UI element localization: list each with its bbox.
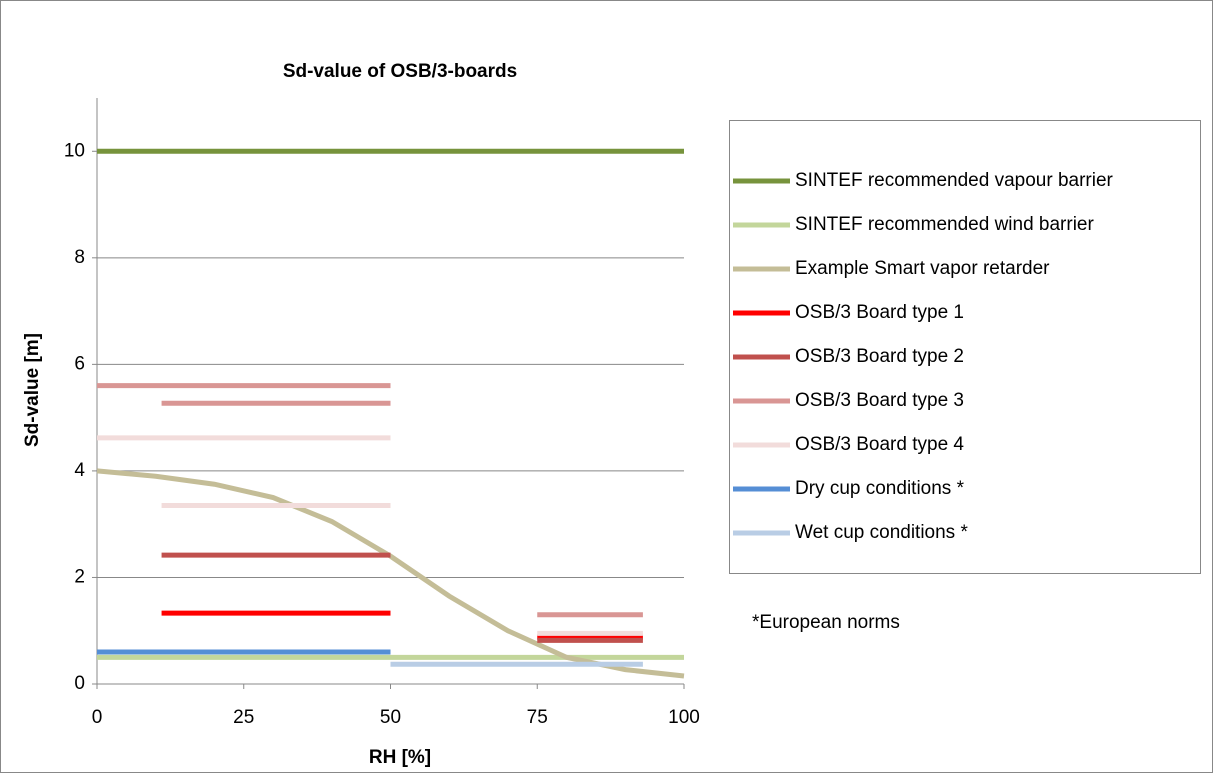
x-tick-label: 75: [527, 707, 548, 728]
annotation: *European norms: [752, 612, 900, 633]
x-tick-label: 25: [233, 707, 254, 728]
legend-label: OSB/3 Board type 4: [795, 434, 964, 455]
legend-label: Example Smart vapor retarder: [795, 258, 1050, 279]
legend-label: Wet cup conditions *: [795, 522, 968, 543]
series-line: [161, 610, 643, 640]
y-axis-label: Sd-value [m]: [22, 333, 43, 447]
legend-label: SINTEF recommended vapour barrier: [795, 170, 1114, 191]
y-tick-label: 2: [74, 566, 85, 587]
y-tick-label: 6: [74, 353, 85, 374]
x-axis-label: RH [%]: [369, 747, 431, 768]
legend-label: OSB/3 Board type 1: [795, 302, 964, 323]
legend-label: SINTEF recommended wind barrier: [795, 214, 1094, 235]
legend-label: OSB/3 Board type 2: [795, 346, 964, 367]
chart-title: Sd-value of OSB/3-boards: [283, 61, 517, 82]
y-tick-label: 0: [74, 673, 85, 694]
y-tick-label: 8: [74, 247, 85, 268]
x-tick-label: 100: [668, 707, 700, 728]
legend-label: OSB/3 Board type 3: [795, 390, 964, 411]
series-line: [97, 383, 643, 618]
series-line: [161, 552, 643, 643]
legend-box: [729, 120, 1201, 574]
y-tick-label: 4: [74, 460, 85, 481]
x-tick-label: 50: [380, 707, 401, 728]
series-line: [97, 435, 643, 636]
y-tick-label: 10: [64, 140, 85, 161]
x-tick-label: 0: [92, 707, 103, 728]
legend-label: Dry cup conditions *: [795, 478, 965, 499]
